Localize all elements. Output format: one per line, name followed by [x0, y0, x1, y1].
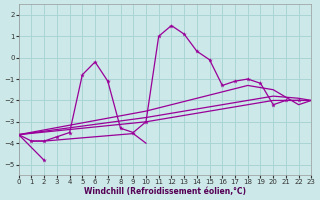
X-axis label: Windchill (Refroidissement éolien,°C): Windchill (Refroidissement éolien,°C) [84, 187, 246, 196]
